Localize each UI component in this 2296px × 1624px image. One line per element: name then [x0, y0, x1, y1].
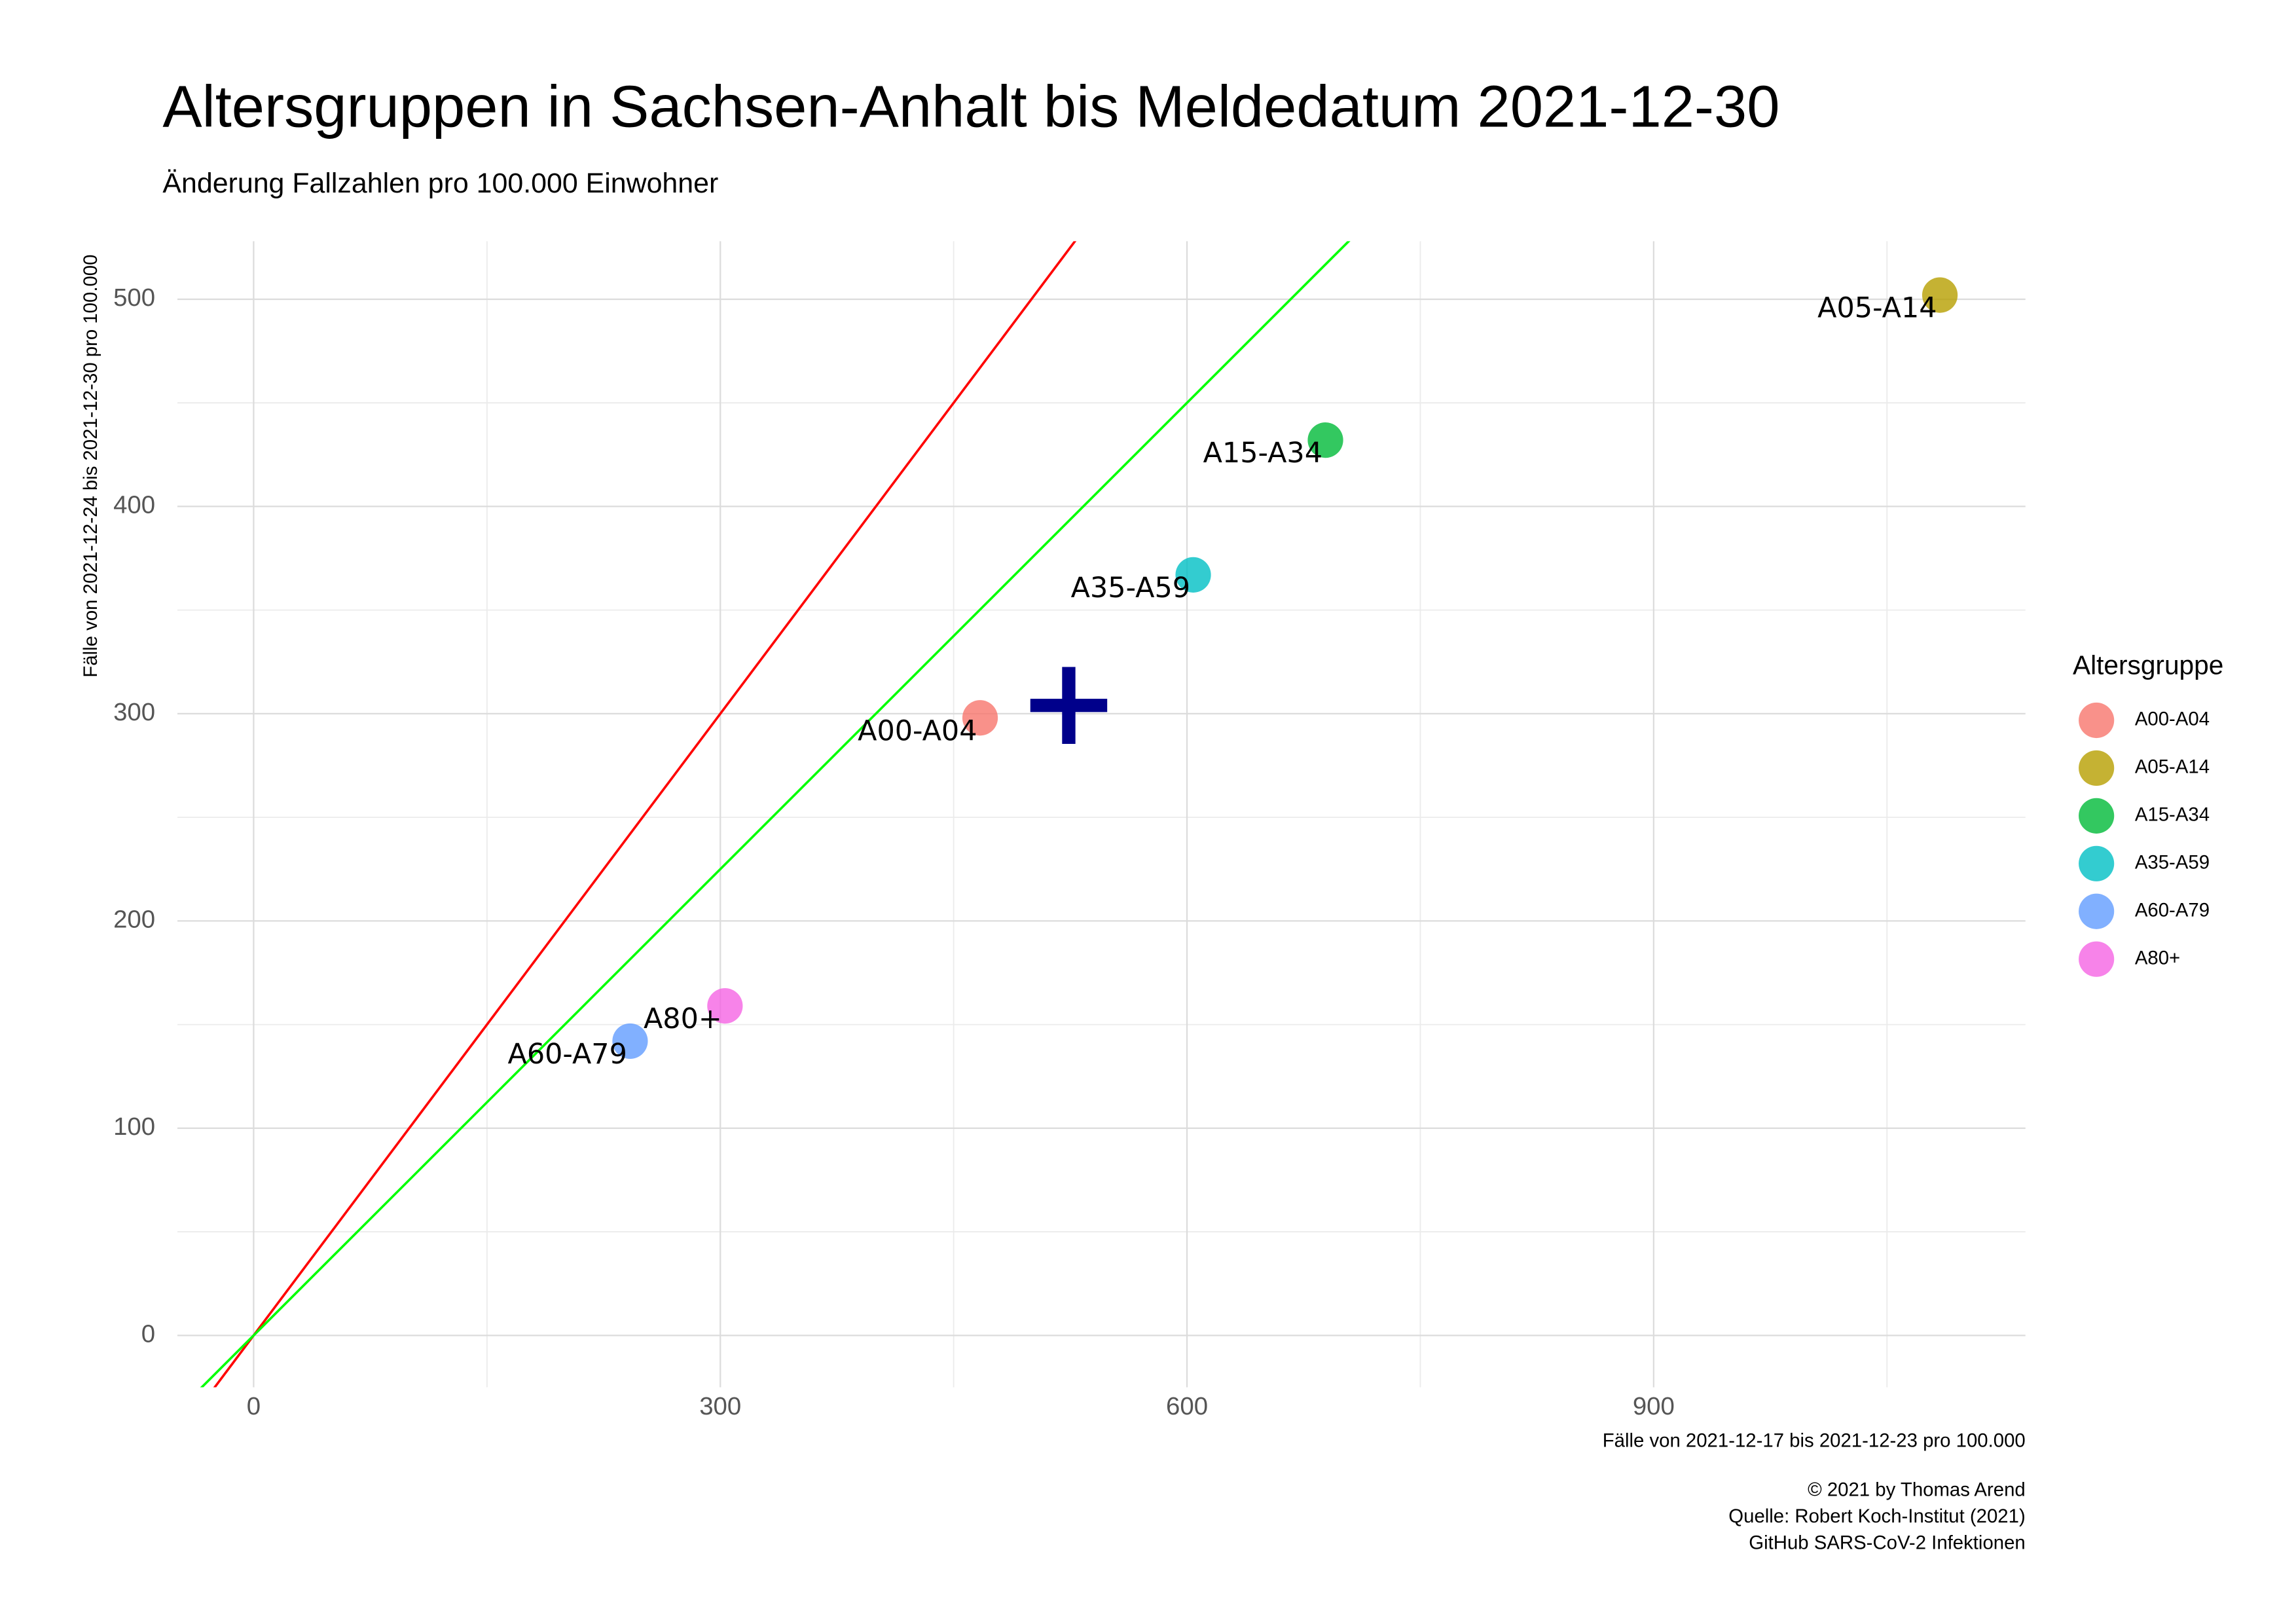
legend-key: [2079, 798, 2115, 834]
legend-label: A00-A04: [2135, 709, 2210, 730]
legend-key: [2079, 845, 2115, 881]
y-tick-label: 200: [113, 906, 155, 934]
y-axis-label: Fälle von 2021-12-24 bis 2021-12-30 pro …: [80, 255, 101, 678]
point: [1922, 277, 1958, 313]
point-label: A80+: [644, 1003, 722, 1035]
point-label: A60-A79: [508, 1038, 627, 1071]
chart-title: Altersgruppen in Sachsen-Anhalt bis Meld…: [162, 73, 1779, 139]
point-label: A15-A34: [1203, 437, 1322, 470]
legend-key: [2079, 893, 2115, 929]
point: [1175, 557, 1211, 593]
center-marker: [1030, 667, 1108, 744]
x-tick-label: 900: [1633, 1392, 1675, 1420]
legend-label: A60-A79: [2135, 900, 2210, 921]
reference-line: [213, 241, 1077, 1388]
legend-key: [2079, 750, 2115, 786]
y-tick-label: 500: [113, 284, 155, 312]
x-tick-label: 300: [699, 1392, 741, 1420]
point-label: A35-A59: [1071, 572, 1190, 604]
point: [962, 700, 998, 736]
legend-title: Altersgruppe: [2073, 650, 2223, 680]
caption: GitHub SARS-CoV-2 Infektionen: [1749, 1532, 2025, 1554]
plot-area: [200, 241, 1958, 1388]
point-label: A05-A14: [1817, 292, 1937, 325]
legend-key: [2079, 702, 2115, 739]
point: [707, 988, 743, 1024]
reference-line: [200, 241, 1351, 1388]
legend-label: A80+: [2135, 947, 2180, 969]
legend-label: A35-A59: [2135, 852, 2210, 874]
chart-subtitle: Änderung Fallzahlen pro 100.000 Einwohne…: [162, 168, 718, 199]
legend-key: [2079, 941, 2115, 977]
y-tick-label: 300: [113, 698, 155, 726]
legend-label: A05-A14: [2135, 756, 2210, 778]
x-axis-label: Fälle von 2021-12-17 bis 2021-12-23 pro …: [1603, 1430, 2026, 1452]
y-tick-label: 0: [141, 1320, 155, 1348]
point: [1307, 422, 1343, 458]
point-label: A00-A04: [858, 714, 977, 747]
caption: © 2021 by Thomas Arend: [1808, 1479, 2026, 1500]
caption: Quelle: Robert Koch-Institut (2021): [1728, 1505, 2025, 1527]
y-tick-label: 400: [113, 491, 155, 519]
x-tick-label: 0: [247, 1392, 261, 1420]
x-tick-label: 600: [1166, 1392, 1208, 1420]
legend-label: A15-A34: [2135, 804, 2210, 826]
point: [612, 1023, 648, 1060]
y-tick-label: 100: [113, 1113, 155, 1141]
